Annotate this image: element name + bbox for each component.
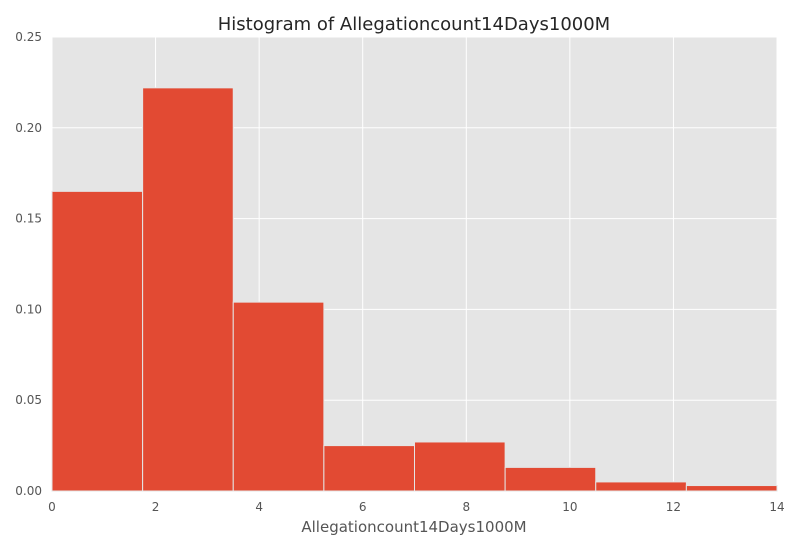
x-axis-ticks: 0 2 4 6 8 10 12 14 bbox=[48, 500, 784, 514]
histogram-bar bbox=[685, 485, 778, 492]
x-axis-label: Allegationcount14Days1000M bbox=[301, 518, 526, 536]
y-tick-label: 0.00 bbox=[15, 484, 42, 498]
x-tick-label: 2 bbox=[152, 500, 160, 514]
histogram-bar bbox=[142, 87, 234, 492]
y-tick-label: 0.25 bbox=[15, 30, 42, 44]
histogram-bar bbox=[232, 301, 325, 492]
histogram-bar bbox=[414, 441, 506, 492]
histogram-bar bbox=[504, 466, 597, 492]
x-tick-label: 6 bbox=[359, 500, 367, 514]
histogram-bar bbox=[323, 445, 415, 492]
x-tick-label: 4 bbox=[255, 500, 263, 514]
histogram-bar bbox=[51, 190, 144, 492]
histogram-bars bbox=[51, 87, 778, 492]
x-tick-label: 0 bbox=[48, 500, 56, 514]
x-tick-label: 8 bbox=[462, 500, 470, 514]
y-tick-label: 0.10 bbox=[15, 302, 42, 316]
x-tick-label: 12 bbox=[666, 500, 681, 514]
y-tick-label: 0.15 bbox=[15, 212, 42, 226]
y-tick-label: 0.05 bbox=[15, 393, 42, 407]
chart-title: Histogram of Allegationcount14Days1000M bbox=[218, 14, 610, 35]
x-tick-label: 10 bbox=[562, 500, 577, 514]
y-tick-label: 0.20 bbox=[15, 121, 42, 135]
y-axis-ticks: 0.00 0.05 0.10 0.15 0.20 0.25 bbox=[15, 30, 42, 498]
x-tick-label: 14 bbox=[769, 500, 784, 514]
histogram-bar bbox=[595, 481, 687, 492]
